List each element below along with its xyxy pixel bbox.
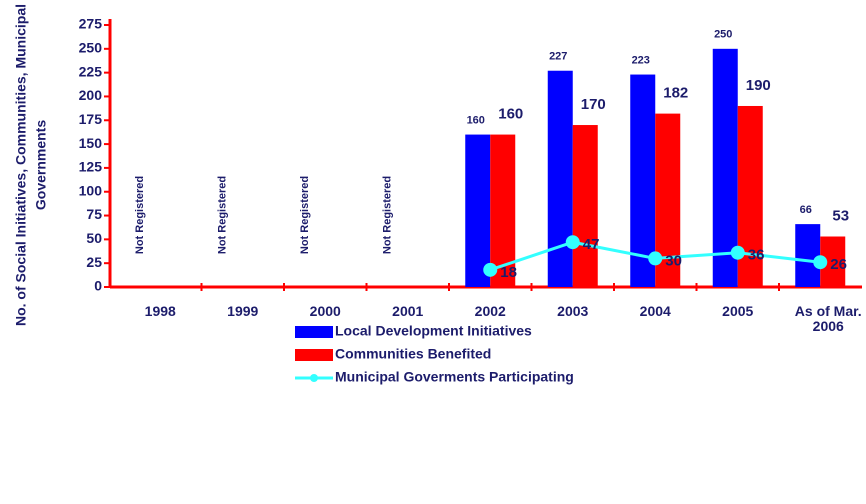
annotation: Not Registered [134, 176, 146, 254]
line-marker [730, 245, 745, 260]
data-label: 190 [746, 77, 771, 94]
x-tick-label: 2005 [722, 303, 754, 319]
annotation: Not Registered [382, 176, 394, 254]
x-tick-label: 1999 [227, 303, 259, 319]
y-tick-label: 250 [79, 40, 103, 56]
y-tick-label: 275 [79, 16, 103, 32]
y-tick-label: 0 [94, 278, 102, 294]
bar [572, 125, 598, 287]
data-label: 36 [748, 247, 765, 264]
y-tick-label: 100 [79, 182, 103, 198]
legend-label: Communities Benefited [335, 346, 491, 362]
data-label: 53 [832, 207, 849, 224]
y-tick-label: 125 [79, 159, 103, 175]
y-tick-label: 225 [79, 63, 103, 79]
data-label: 18 [500, 264, 517, 281]
line-marker [813, 255, 828, 270]
y-tick-label: 75 [86, 206, 102, 222]
x-tick-label: 1998 [144, 303, 176, 319]
x-tick-label: 2003 [557, 303, 589, 319]
x-tick-label: 2000 [309, 303, 341, 319]
annotation: Not Registered [299, 176, 311, 254]
y-tick-label: 150 [79, 135, 103, 151]
bar [795, 224, 821, 287]
x-tick-label: As of Mar. 2006 [794, 303, 862, 334]
data-label: 47 [583, 236, 600, 253]
bar [630, 74, 656, 288]
data-label: 182 [663, 85, 688, 102]
y-axis-label: Governments [33, 120, 49, 210]
data-label: 250 [714, 29, 732, 41]
line-marker [565, 235, 580, 250]
line-marker [648, 251, 663, 266]
x-tick-label: 2001 [392, 303, 424, 319]
y-tick-label: 175 [79, 111, 103, 127]
x-tick-label: 2004 [639, 303, 671, 319]
legend-label: Local Development Initiatives [335, 323, 532, 339]
y-axis-label: No. of Social Initiatives, Communities, … [13, 4, 29, 326]
line-marker [483, 262, 498, 277]
y-tick-label: 200 [79, 87, 103, 103]
data-label: 160 [467, 114, 485, 126]
legend-swatch [295, 326, 333, 338]
bar [465, 134, 491, 287]
legend-swatch [295, 349, 333, 361]
data-label: 160 [498, 106, 523, 123]
y-tick-label: 25 [86, 254, 102, 270]
legend-label: Municipal Goverments Participating [335, 369, 574, 385]
data-label: 227 [549, 51, 567, 63]
data-label: 223 [632, 54, 650, 66]
data-label: 26 [830, 256, 847, 273]
data-label: 66 [800, 204, 812, 216]
bar [547, 70, 573, 287]
x-tick-label: 2002 [474, 303, 506, 319]
annotation: Not Registered [217, 176, 229, 254]
y-tick-label: 50 [86, 230, 102, 246]
data-label: 30 [665, 252, 682, 269]
data-label: 170 [581, 96, 606, 113]
legend-swatch [310, 374, 318, 382]
